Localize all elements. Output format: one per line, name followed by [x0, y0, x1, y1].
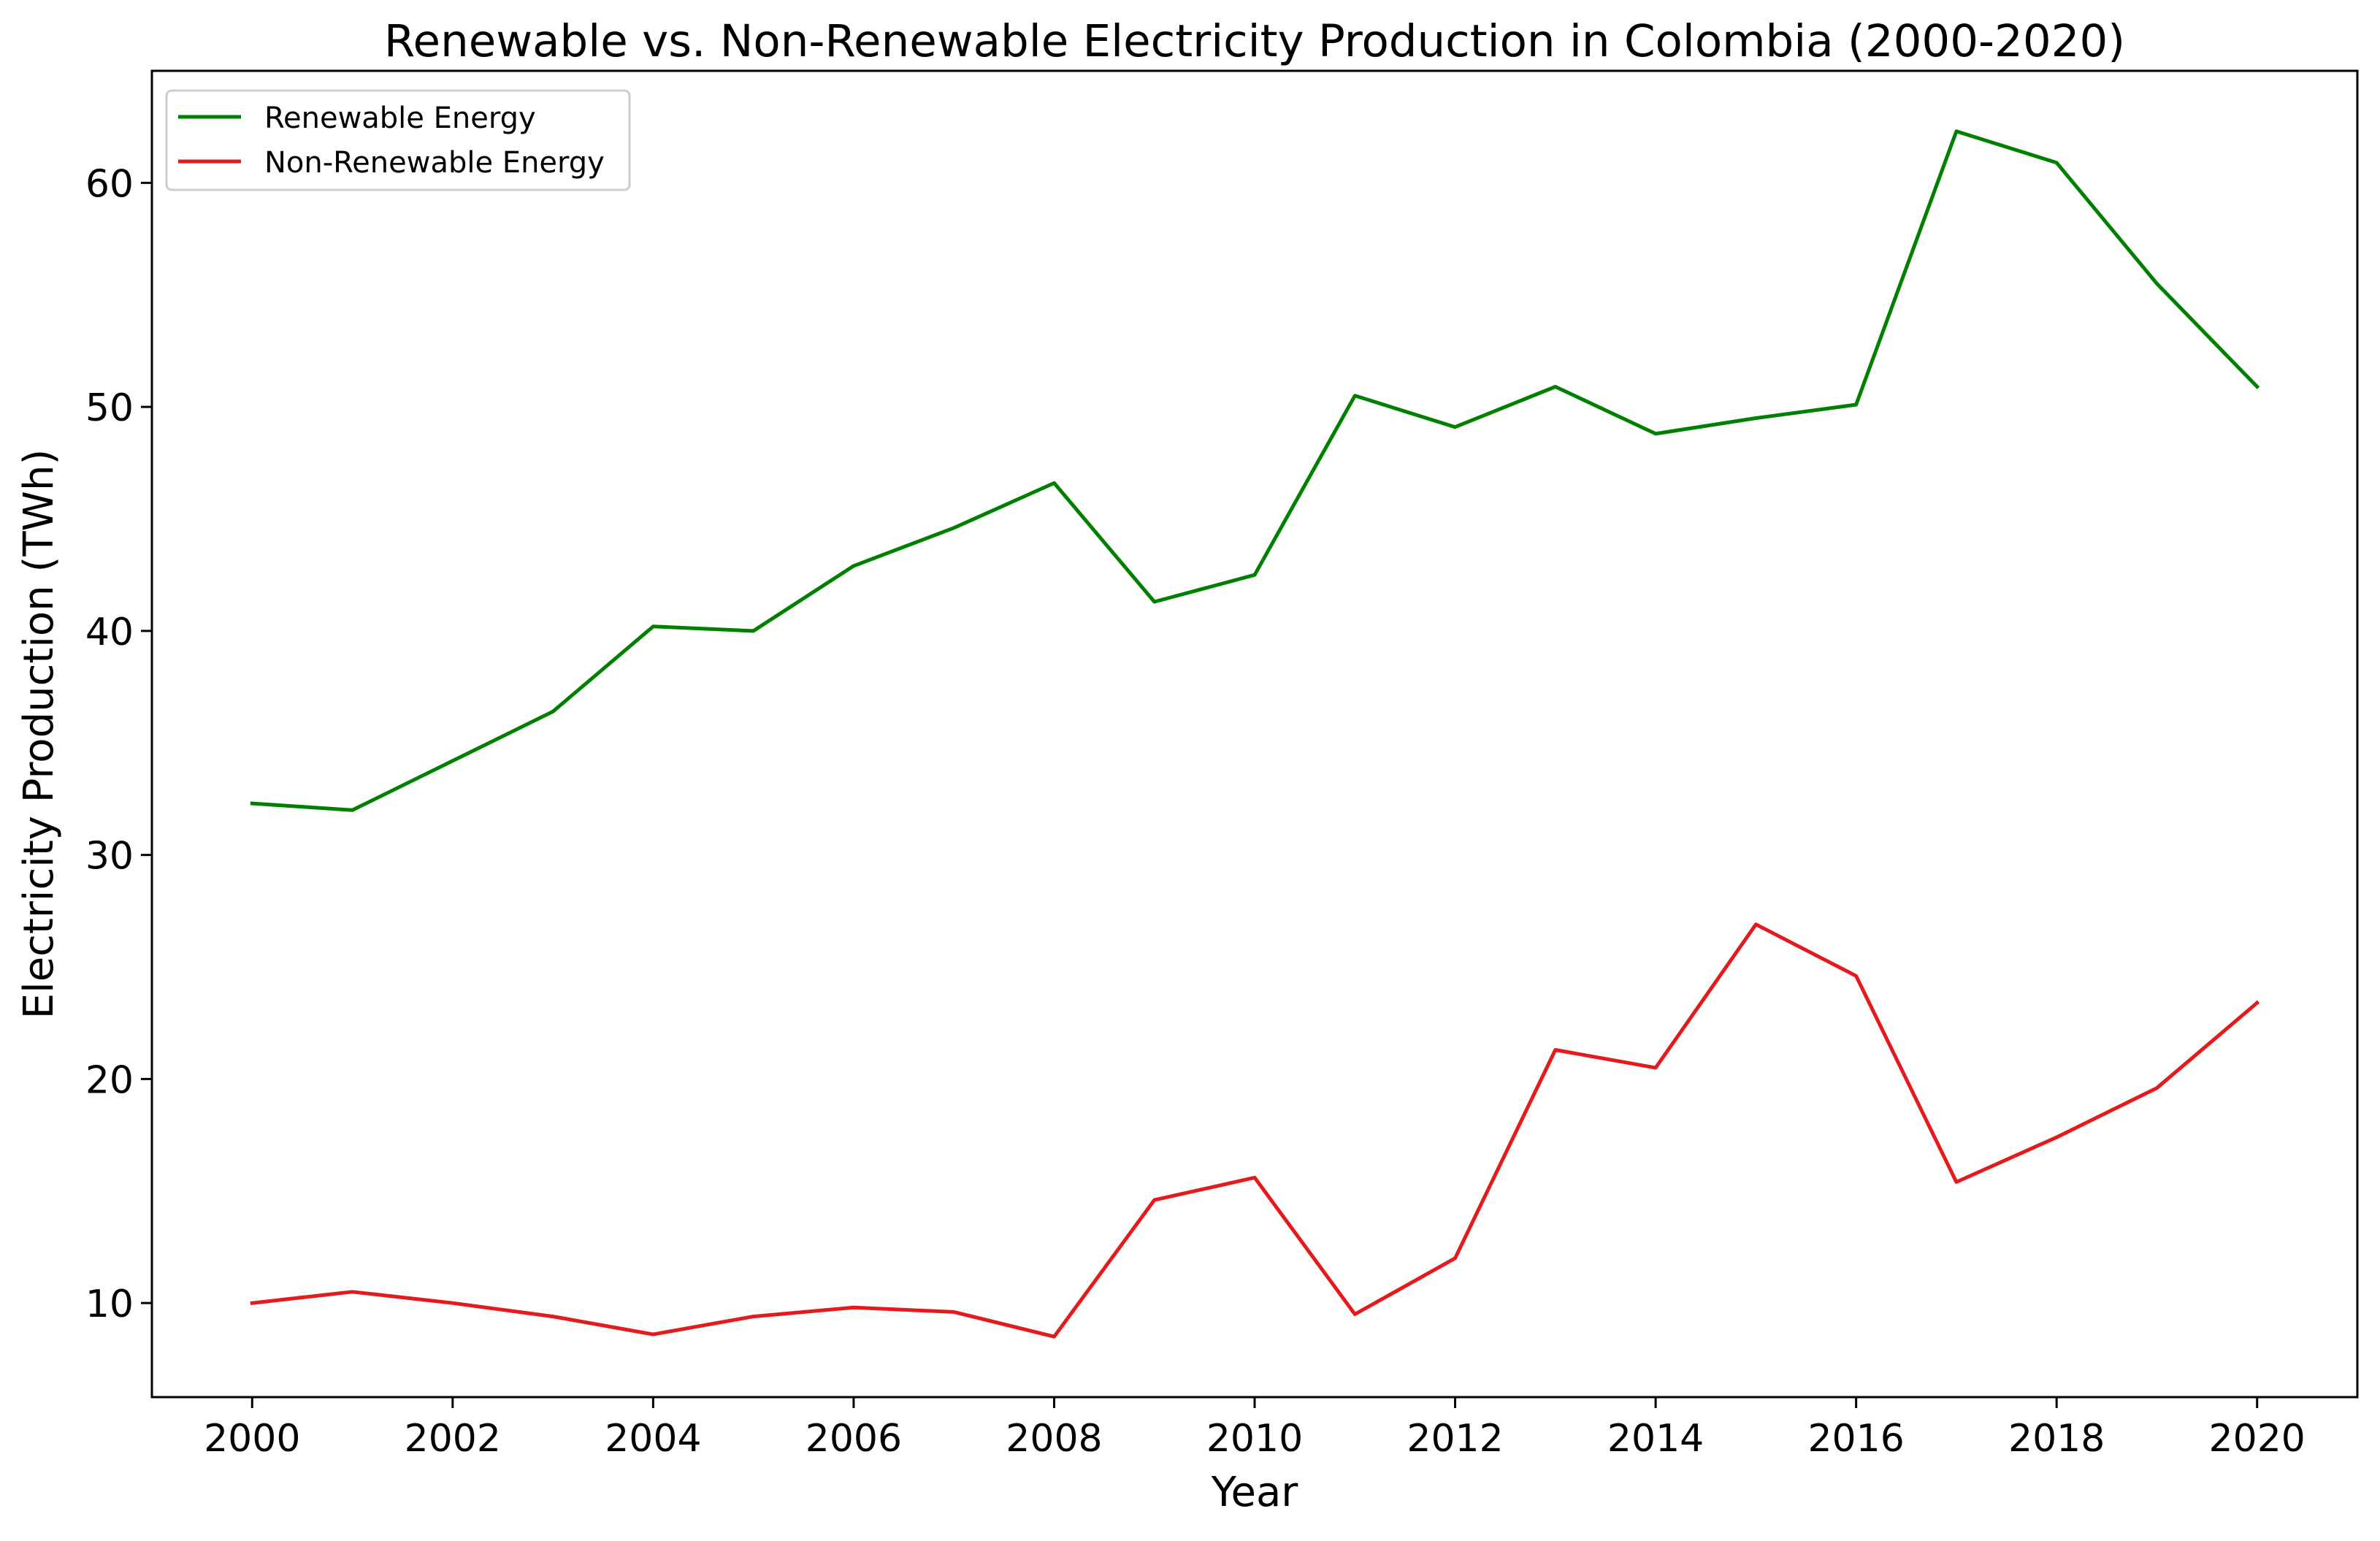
x-tick-label: 2004 [605, 1417, 701, 1461]
legend: Renewable Energy Non-Renewable Energy [165, 89, 631, 191]
x-axis: 2000 2002 2004 2006 2008 2010 2012 2014 2016 2018… [204, 1397, 2306, 1461]
x-tick-label: 2000 [204, 1417, 300, 1461]
legend-box [165, 89, 631, 191]
x-tick-label: 2002 [405, 1417, 501, 1461]
chart-title: Renewable vs. Non-Renewable Electricity … [384, 15, 2125, 67]
x-tick-label: 2016 [1807, 1417, 1904, 1461]
y-tick-label: 50 [85, 386, 134, 430]
y-tick-label: 40 [85, 611, 134, 654]
y-tick-label: 30 [85, 835, 134, 879]
x-tick-label: 2010 [1206, 1417, 1303, 1461]
y-tick-label: 60 [85, 162, 134, 206]
plot-area [250, 129, 2260, 1339]
y-tick-label: 10 [85, 1282, 134, 1326]
y-tick-label: 20 [85, 1058, 134, 1102]
y-axis-label: Electricity Production (TWh) [15, 449, 63, 1019]
legend-label: Renewable Energy [264, 102, 536, 135]
x-tick-label: 2018 [2008, 1417, 2105, 1461]
legend-label: Non-Renewable Energy [264, 146, 605, 180]
y-axis: 10 20 30 40 50 60 [85, 162, 152, 1326]
x-axis-label: Year [1211, 1469, 1299, 1516]
series-line-non-renewable [250, 922, 2260, 1339]
x-tick-label: 2020 [2209, 1417, 2306, 1461]
series-line-renewable [250, 129, 2260, 812]
x-tick-label: 2012 [1407, 1417, 1503, 1461]
x-tick-label: 2008 [1006, 1417, 1102, 1461]
x-tick-label: 2006 [806, 1417, 902, 1461]
x-tick-label: 2014 [1607, 1417, 1704, 1461]
